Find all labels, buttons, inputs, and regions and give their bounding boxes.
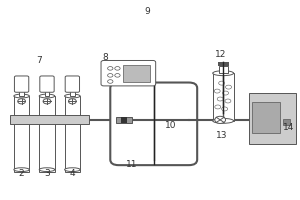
Text: 14: 14: [283, 123, 295, 132]
Circle shape: [108, 67, 113, 70]
Circle shape: [226, 85, 232, 89]
Circle shape: [115, 67, 120, 70]
Text: 11: 11: [126, 160, 138, 169]
Ellipse shape: [64, 94, 80, 98]
Circle shape: [215, 105, 221, 109]
Text: 9: 9: [144, 7, 150, 16]
Bar: [70, 88, 74, 96]
Bar: [14, 96, 29, 171]
Bar: [121, 117, 127, 123]
Circle shape: [222, 107, 228, 111]
Circle shape: [115, 74, 120, 77]
Bar: [10, 115, 89, 124]
Bar: [39, 96, 55, 171]
Bar: [218, 62, 229, 66]
Bar: [213, 73, 234, 121]
Circle shape: [214, 89, 220, 93]
Circle shape: [225, 99, 231, 103]
Bar: [283, 119, 290, 125]
Bar: [64, 96, 80, 171]
Circle shape: [18, 99, 26, 104]
Ellipse shape: [213, 71, 234, 76]
FancyBboxPatch shape: [101, 60, 156, 86]
Ellipse shape: [14, 94, 29, 98]
Text: 2: 2: [19, 169, 24, 178]
Ellipse shape: [64, 168, 80, 171]
Circle shape: [215, 116, 226, 123]
Text: 10: 10: [165, 121, 177, 130]
Bar: [123, 65, 150, 82]
Circle shape: [43, 99, 51, 104]
Bar: [116, 117, 132, 123]
Text: 13: 13: [216, 131, 227, 140]
Ellipse shape: [213, 118, 234, 123]
FancyBboxPatch shape: [40, 76, 54, 92]
Ellipse shape: [39, 94, 55, 98]
Ellipse shape: [39, 168, 55, 171]
Text: 12: 12: [214, 50, 226, 59]
FancyBboxPatch shape: [65, 76, 80, 92]
Text: 3: 3: [44, 169, 50, 178]
Text: 8: 8: [102, 53, 108, 62]
Circle shape: [223, 91, 229, 95]
Circle shape: [68, 99, 76, 104]
Text: 7: 7: [37, 56, 42, 65]
FancyBboxPatch shape: [14, 76, 29, 92]
Text: 4: 4: [70, 169, 75, 178]
Circle shape: [108, 80, 113, 83]
Bar: [248, 93, 296, 144]
Bar: [20, 88, 24, 96]
Circle shape: [219, 81, 225, 85]
Circle shape: [108, 74, 113, 77]
FancyBboxPatch shape: [110, 83, 197, 165]
Ellipse shape: [14, 168, 29, 171]
Bar: [251, 102, 280, 133]
Bar: [45, 88, 49, 96]
Circle shape: [217, 97, 223, 101]
Bar: [219, 66, 227, 73]
